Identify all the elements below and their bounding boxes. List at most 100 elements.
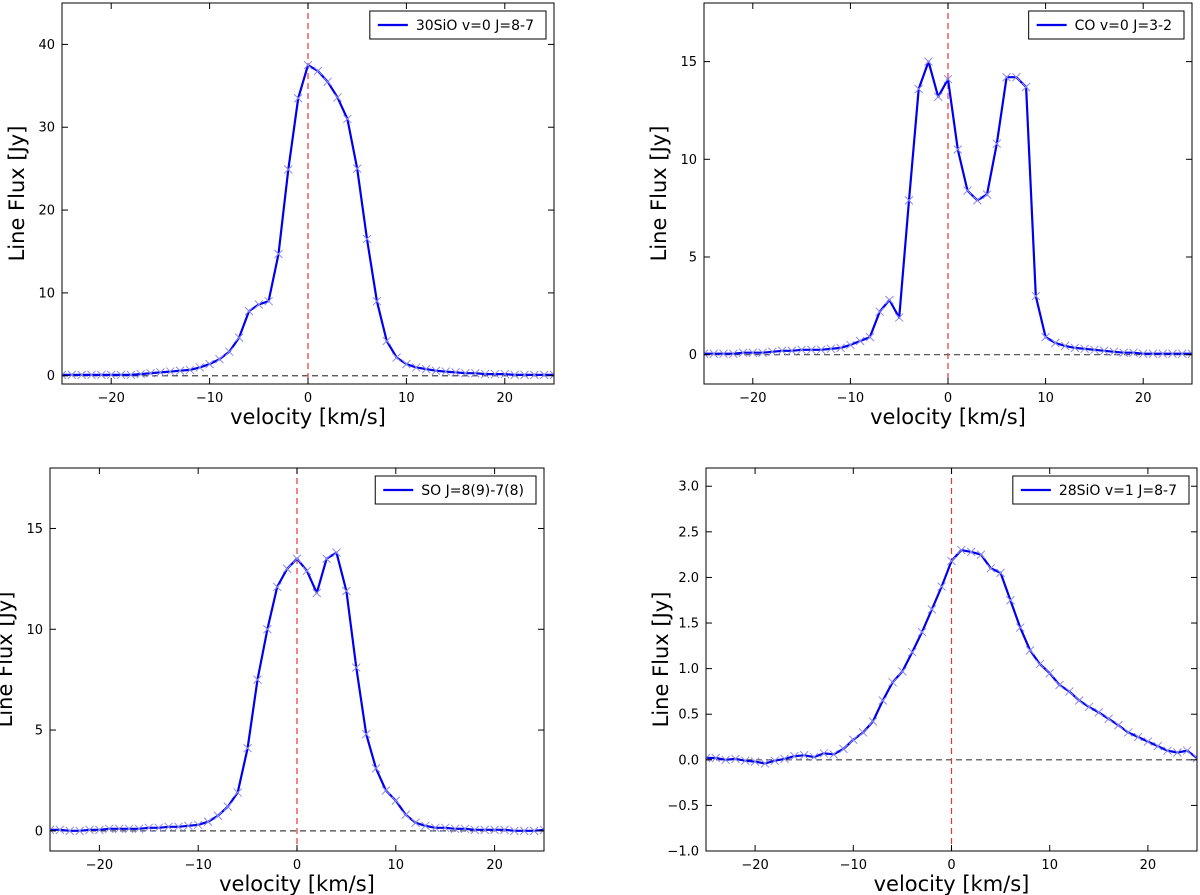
- data-point: [233, 788, 243, 797]
- data-point: [144, 823, 154, 833]
- data-point: [480, 825, 490, 835]
- data-point: [780, 754, 789, 764]
- data-point: [272, 582, 282, 592]
- data-point: [342, 586, 351, 596]
- data-point: [888, 677, 897, 687]
- data-point: [963, 186, 972, 195]
- data-point: [1051, 338, 1060, 348]
- y-axis-label: Line Flux [Jy]: [649, 592, 673, 728]
- data-point: [1045, 668, 1055, 678]
- data-point: [1148, 349, 1158, 359]
- data-point: [371, 763, 381, 773]
- data-point: [154, 823, 164, 833]
- data-point: [282, 564, 292, 574]
- y-tick-label: 1.5: [678, 617, 699, 632]
- data-point: [215, 354, 224, 364]
- x-tick-label: 20: [497, 391, 514, 406]
- data-point: [134, 824, 144, 834]
- data-point: [430, 823, 440, 833]
- data-point: [1182, 746, 1192, 756]
- y-tick-label: 10: [38, 286, 55, 301]
- data-point: [213, 811, 223, 821]
- data-point: [175, 366, 185, 376]
- x-tick-label: −10: [837, 391, 864, 406]
- data-point: [124, 824, 134, 834]
- data-point: [421, 821, 430, 831]
- data-point: [731, 754, 740, 764]
- x-tick-label: 0: [947, 858, 955, 873]
- y-tick-label: 0.0: [678, 753, 699, 768]
- data-point: [381, 786, 391, 795]
- x-tick-label: 10: [388, 858, 405, 873]
- x-tick-label: 20: [486, 858, 503, 873]
- data-point: [904, 195, 914, 205]
- data-point: [322, 554, 331, 564]
- data-point: [303, 60, 313, 70]
- data-point: [549, 370, 554, 380]
- data-point: [480, 369, 490, 379]
- x-tick-label: 0: [944, 391, 952, 406]
- data-point: [529, 826, 539, 836]
- data-point: [917, 627, 927, 637]
- data-point: [992, 139, 1002, 149]
- data-point: [343, 114, 352, 124]
- data-point: [907, 647, 917, 657]
- data-point: [728, 349, 738, 359]
- y-axis-label: Line Flux [Jy]: [5, 126, 29, 262]
- data-point: [790, 751, 799, 761]
- data-point: [760, 759, 770, 768]
- legend: SO J=8(9)-7(8): [374, 475, 537, 505]
- data-point: [302, 566, 312, 576]
- data-point: [224, 347, 234, 357]
- data-point: [500, 825, 509, 835]
- data-point: [819, 749, 829, 758]
- data-point: [114, 824, 124, 834]
- y-tick-label: 10: [26, 623, 43, 638]
- x-tick-label: −20: [97, 391, 124, 406]
- data-point: [95, 825, 104, 835]
- data-point: [362, 234, 372, 244]
- data-point: [1187, 349, 1192, 359]
- data-point: [937, 582, 947, 591]
- data-point: [440, 823, 450, 833]
- x-tick-label: 20: [1135, 391, 1152, 406]
- panel-28sio: −20 −10 0 10 20 −1.0 −0.5 0.0 0.5 1.0 1.5 2.0 2.5 3.0…: [649, 467, 1198, 895]
- data-point: [1031, 291, 1041, 301]
- legend: 30SiO v=0 J=8-7: [369, 10, 547, 40]
- data-point: [223, 802, 233, 812]
- x-tick-label: 10: [1041, 858, 1058, 873]
- y-tick-label: 20: [38, 204, 55, 219]
- legend-label: 28SiO v=1 J=8-7: [1059, 483, 1177, 499]
- data-point: [391, 796, 401, 805]
- y-tick-label: 5: [689, 251, 697, 266]
- y-tick-label: 15: [680, 55, 697, 70]
- data-point: [490, 369, 500, 379]
- data-point: [894, 313, 904, 322]
- data-point: [1104, 714, 1113, 724]
- data-point: [799, 750, 809, 760]
- data-point: [293, 93, 303, 103]
- data-point: [721, 755, 730, 765]
- data-point: [1109, 347, 1119, 357]
- legend-label: SO J=8(9)-7(8): [421, 483, 524, 499]
- data-point: [1099, 346, 1109, 356]
- data-point: [855, 336, 865, 346]
- data-point: [1129, 348, 1138, 358]
- data-point: [65, 826, 75, 836]
- data-point: [1074, 696, 1084, 705]
- data-point: [1060, 341, 1070, 351]
- data-point: [254, 300, 264, 309]
- x-axis-label: velocity [km/s]: [870, 405, 1026, 429]
- data-point: [77, 370, 87, 380]
- data-point: [1173, 748, 1182, 757]
- data-point: [986, 563, 996, 573]
- data-point: [520, 370, 529, 380]
- y-tick-label: 40: [38, 38, 55, 53]
- y-tick-label: 0: [47, 369, 55, 384]
- data-point: [953, 145, 963, 154]
- data-point: [421, 364, 431, 374]
- data-point: [927, 604, 937, 614]
- x-tick-label: −20: [741, 858, 768, 873]
- data-point: [738, 348, 748, 358]
